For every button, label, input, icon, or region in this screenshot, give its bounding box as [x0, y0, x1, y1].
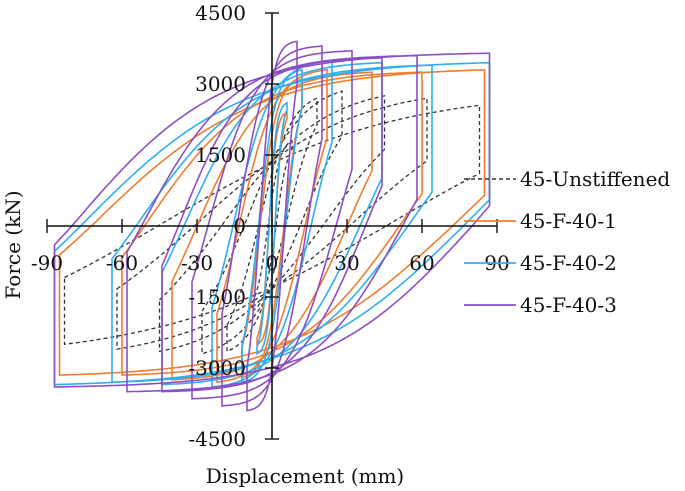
y-tick-label: 0	[233, 214, 246, 238]
hysteresis-loop	[161, 57, 383, 393]
legend: 45-Unstiffened 45-F-40-1 45-F-40-2 45-F-40-…	[464, 167, 670, 317]
ticks-layer: -90 -60 -30 0 30 60 90-4500-3000-1500015003000…	[31, 1, 510, 451]
y-tick-label: 1500	[195, 143, 246, 167]
x-tick-label: 60	[409, 251, 434, 275]
y-tick-label: -3000	[188, 356, 246, 380]
hysteresis-loop	[246, 40, 298, 412]
x-tick-label: -60	[106, 251, 138, 275]
hysteresis-loop	[171, 71, 373, 381]
y-axis-title: Force (kN)	[1, 190, 25, 299]
hysteresis-loop	[63, 104, 481, 346]
x-tick-label: 0	[266, 251, 279, 275]
x-tick-label: -90	[31, 251, 63, 275]
y-tick-label: 3000	[195, 72, 246, 96]
hysteresis-loop	[191, 50, 353, 400]
hysteresis-loop	[211, 59, 333, 388]
hysteresis-loop	[111, 64, 433, 384]
hysteresis-loop	[58, 68, 486, 376]
y-tick-label: 4500	[195, 1, 246, 25]
legend-label: 45-Unstiffened	[520, 167, 670, 191]
legend-label: 45-F-40-2	[520, 251, 617, 275]
hysteresis-loop	[256, 101, 288, 356]
hysteresis-loop	[158, 94, 386, 353]
series-45-f-40-3	[53, 40, 491, 412]
x-tick-label: -30	[181, 251, 213, 275]
x-tick-label: 30	[334, 251, 359, 275]
hysteresis-loop	[201, 90, 343, 355]
y-tick-label: -1500	[188, 285, 246, 309]
hysteresis-loop	[221, 45, 323, 407]
hysteresis-loop	[251, 139, 293, 313]
legend-label: 45-F-40-1	[520, 209, 617, 233]
hysteresis-loop	[53, 52, 491, 388]
y-tick-label: -4500	[188, 427, 246, 451]
legend-label: 45-F-40-3	[520, 293, 617, 317]
x-axis-title: Displacement (mm)	[206, 464, 404, 488]
hysteresis-loop	[126, 54, 418, 393]
hysteresis-loop	[116, 97, 428, 350]
curves-layer	[53, 40, 491, 412]
